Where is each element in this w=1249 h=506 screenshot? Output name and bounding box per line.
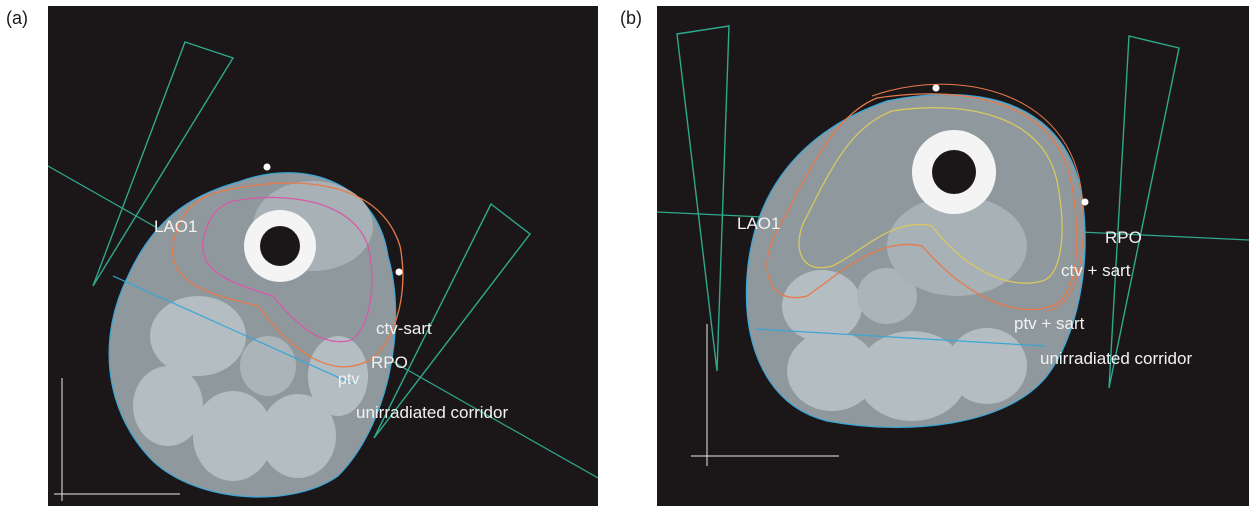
panel-a-letter: (a) <box>6 8 28 28</box>
skin-marker <box>1081 198 1089 206</box>
panel-b-letter: (b) <box>620 8 642 28</box>
corridor-line <box>754 328 1046 347</box>
muscle-group <box>857 331 967 421</box>
skin-marker <box>395 268 403 276</box>
muscle-group <box>193 391 273 481</box>
label-ctv: ctv-sart <box>376 319 432 338</box>
ct-slice-panel-a: LAO1 ctv-sart RPO ptv unirradiated corri… <box>48 6 598 506</box>
muscle-group <box>782 270 862 342</box>
label-ctv: ctv + sart <box>1061 261 1131 280</box>
femur-marrow <box>260 226 300 266</box>
skin-marker <box>932 84 940 92</box>
ctv-contour <box>798 107 1063 284</box>
muscle-group <box>308 336 368 416</box>
ct-slice-panel-b: LAO1 RPO ctv + sart ptv + sart unirradia… <box>657 6 1249 506</box>
label-lao1: LAO1 <box>154 217 197 236</box>
ptv-contour <box>172 182 404 368</box>
label-ptv: ptv <box>338 371 359 388</box>
ct-slice-b-image: LAO1 RPO ctv + sart ptv + sart unirradia… <box>657 25 1249 466</box>
muscle-group <box>787 331 877 411</box>
beam-wedge-rpo <box>1108 35 1180 389</box>
beam-wedge-lao1 <box>676 25 730 372</box>
muscle-group <box>133 366 203 446</box>
ptv-contour <box>766 93 1078 311</box>
outer-contour <box>871 83 1084 312</box>
beam-wedge-rpo <box>373 202 531 439</box>
corridor-line <box>112 275 354 385</box>
skin-marker <box>263 163 271 171</box>
muscle-group <box>260 394 336 478</box>
muscle-group <box>150 296 246 376</box>
ct-slice-a-image: LAO1 ctv-sart RPO ptv unirradiated corri… <box>48 41 598 501</box>
muscle-group <box>887 196 1027 296</box>
label-rpo: RPO <box>371 353 408 372</box>
label-ptv: ptv + sart <box>1014 314 1085 333</box>
label-corridor: unirradiated corridor <box>1040 349 1192 368</box>
beam-wedge-lao1 <box>92 41 235 287</box>
ctv-contour <box>202 196 373 343</box>
muscle-group <box>857 268 917 324</box>
muscle-group <box>947 328 1027 404</box>
label-corridor: unirradiated corridor <box>356 403 508 422</box>
femur-marrow <box>932 150 976 194</box>
muscle-group <box>240 336 296 396</box>
label-lao1: LAO1 <box>737 214 780 233</box>
label-rpo: RPO <box>1105 228 1142 247</box>
